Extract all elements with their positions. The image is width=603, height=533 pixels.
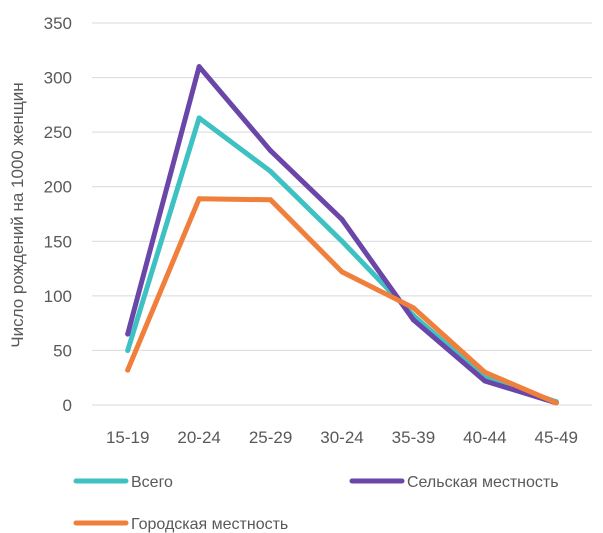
data-point: [339, 216, 345, 222]
y-tick-label: 350: [44, 14, 72, 33]
x-tick-label: 40-44: [463, 428, 506, 447]
data-point: [268, 197, 274, 203]
x-tick-label: 30-24: [320, 428, 363, 447]
data-point: [482, 378, 488, 384]
x-tick-label: 45-49: [535, 428, 578, 447]
y-tick-label: 150: [44, 232, 72, 251]
grid-lines: [92, 22, 592, 406]
data-point: [125, 347, 131, 353]
legend-label: Городская местность: [131, 516, 288, 533]
data-point: [196, 196, 202, 202]
series-line-0: [125, 115, 559, 405]
data-point: [196, 115, 202, 121]
x-tick-label: 20-24: [177, 428, 220, 447]
data-point: [125, 331, 131, 337]
series-line-1: [125, 64, 559, 406]
y-tick-label: 300: [44, 69, 72, 88]
data-point: [553, 400, 559, 406]
legend-label: Всего: [131, 474, 173, 491]
y-axis-title: Число рождений на 1000 женщин: [8, 82, 27, 347]
legend-label: Сельская местность: [407, 474, 559, 491]
data-point: [196, 64, 202, 70]
series-line-2: [125, 196, 559, 406]
y-axis-ticks: 0 50 100 150 200 250 300 350: [44, 14, 72, 415]
y-tick-label: 250: [44, 123, 72, 142]
y-tick-label: 100: [44, 287, 72, 306]
y-tick-label: 50: [53, 341, 72, 360]
data-point: [410, 317, 416, 323]
legend-item: Всего: [73, 474, 173, 491]
data-point: [125, 367, 131, 373]
data-point: [339, 238, 345, 244]
y-tick-label: 0: [63, 396, 72, 415]
y-tick-label: 200: [44, 178, 72, 197]
data-point: [268, 168, 274, 174]
x-tick-label: 35-39: [392, 428, 435, 447]
series-lines: [125, 64, 559, 406]
data-point: [410, 305, 416, 311]
x-axis-ticks: 15-19 20-24 25-29 30-24 35-39 40-44 45-49: [106, 428, 578, 447]
legend-item: Городская местность: [73, 516, 288, 533]
data-point: [482, 369, 488, 375]
x-tick-label: 25-29: [249, 428, 292, 447]
x-tick-label: 15-19: [106, 428, 149, 447]
data-point: [268, 148, 274, 154]
data-point: [339, 269, 345, 275]
legend-item: Сельская местность: [349, 474, 559, 491]
legend: Всего Сельская местность Городская местнос…: [73, 474, 559, 533]
